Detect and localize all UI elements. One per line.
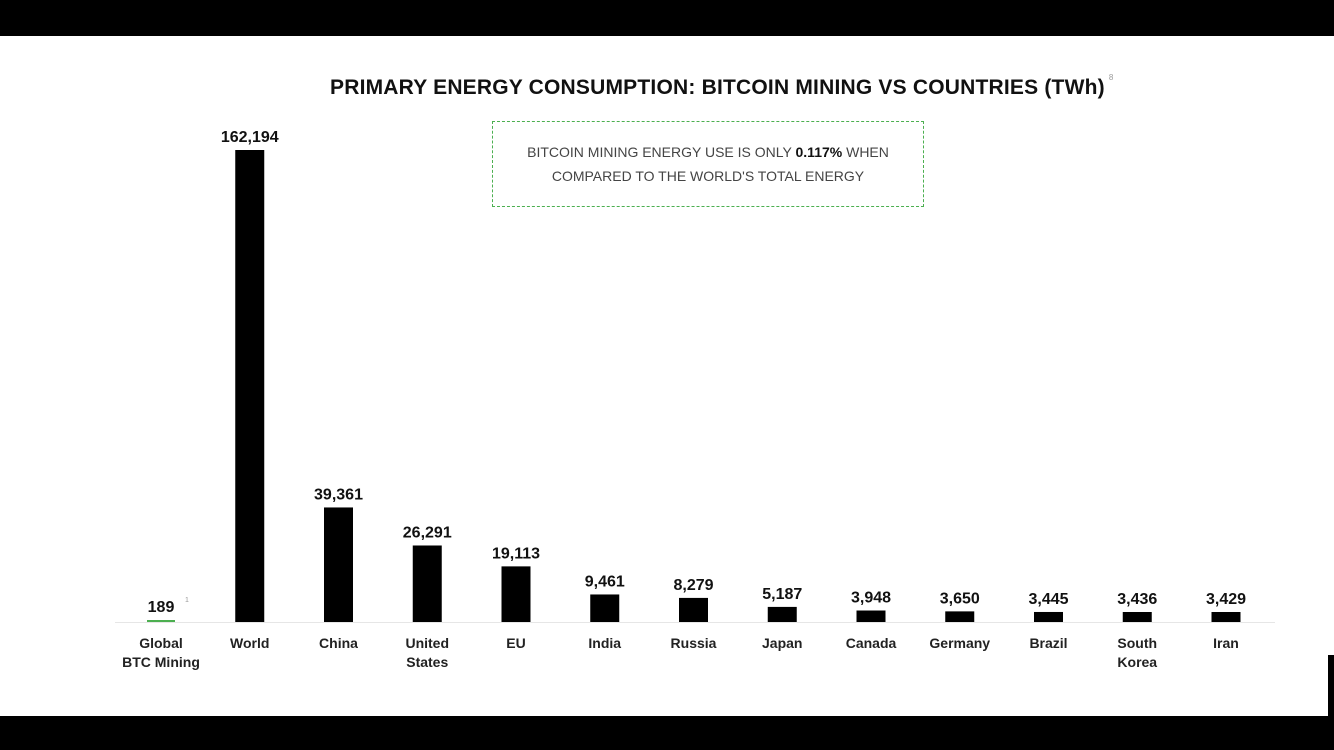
category-label: BTC Mining xyxy=(122,654,200,670)
value-label: 26,291 xyxy=(403,524,452,541)
bar xyxy=(945,611,975,622)
callout-line-1-post: WHEN xyxy=(842,144,889,160)
value-label: 3,650 xyxy=(940,590,980,607)
chart-title-text: PRIMARY ENERGY CONSUMPTION: BITCOIN MINI… xyxy=(330,76,1105,99)
category-label: United xyxy=(405,635,449,651)
bar xyxy=(412,545,442,622)
value-label: 9,461 xyxy=(585,573,625,590)
chart-title-note: 8 xyxy=(1108,73,1114,82)
bar xyxy=(1211,612,1241,622)
bar xyxy=(590,594,620,622)
value-label: 189 xyxy=(148,599,175,616)
bar xyxy=(856,610,886,622)
value-label: 3,948 xyxy=(851,590,891,607)
value-label: 3,429 xyxy=(1206,591,1246,608)
category-label: Russia xyxy=(671,635,717,651)
chart-title: PRIMARY ENERGY CONSUMPTION: BITCOIN MINI… xyxy=(330,73,1150,100)
value-label: 5,187 xyxy=(762,586,802,603)
edge-mark xyxy=(1328,655,1334,717)
category-label: Canada xyxy=(846,635,897,651)
bar xyxy=(501,566,531,622)
bar xyxy=(147,620,175,622)
callout-line-1: BITCOIN MINING ENERGY USE IS ONLY 0.117%… xyxy=(527,140,889,164)
bar xyxy=(679,597,708,622)
value-label: 3,436 xyxy=(1117,591,1157,608)
category-label: States xyxy=(406,654,448,670)
category-label: Japan xyxy=(762,635,802,651)
category-label: World xyxy=(230,635,269,651)
category-label: Germany xyxy=(929,635,990,651)
bar xyxy=(1034,611,1063,622)
category-label: Global xyxy=(139,635,183,651)
category-label: South xyxy=(1117,635,1157,651)
category-label: India xyxy=(588,635,621,651)
value-note: 1 xyxy=(185,597,189,604)
bar xyxy=(1122,612,1152,622)
category-label: EU xyxy=(506,635,525,651)
callout-percentage: 0.117% xyxy=(795,144,843,160)
category-label: Iran xyxy=(1213,635,1239,651)
bar xyxy=(767,606,797,622)
bar xyxy=(324,507,353,622)
callout-box: BITCOIN MINING ENERGY USE IS ONLY 0.117%… xyxy=(492,121,924,207)
value-label: 39,361 xyxy=(314,486,363,503)
bar xyxy=(235,150,265,622)
category-label: Brazil xyxy=(1029,635,1067,651)
callout-line-1-pre: BITCOIN MINING ENERGY USE IS ONLY xyxy=(527,144,796,160)
value-label: 162,194 xyxy=(221,129,279,146)
callout-line-2: COMPARED TO THE WORLD'S TOTAL ENERGY xyxy=(551,168,865,184)
category-label: China xyxy=(319,635,358,651)
value-label: 19,113 xyxy=(492,545,540,562)
value-label: 3,445 xyxy=(1028,591,1068,608)
value-label: 8,279 xyxy=(673,577,713,594)
category-label: Korea xyxy=(1117,654,1157,670)
chart-panel xyxy=(0,36,1334,716)
